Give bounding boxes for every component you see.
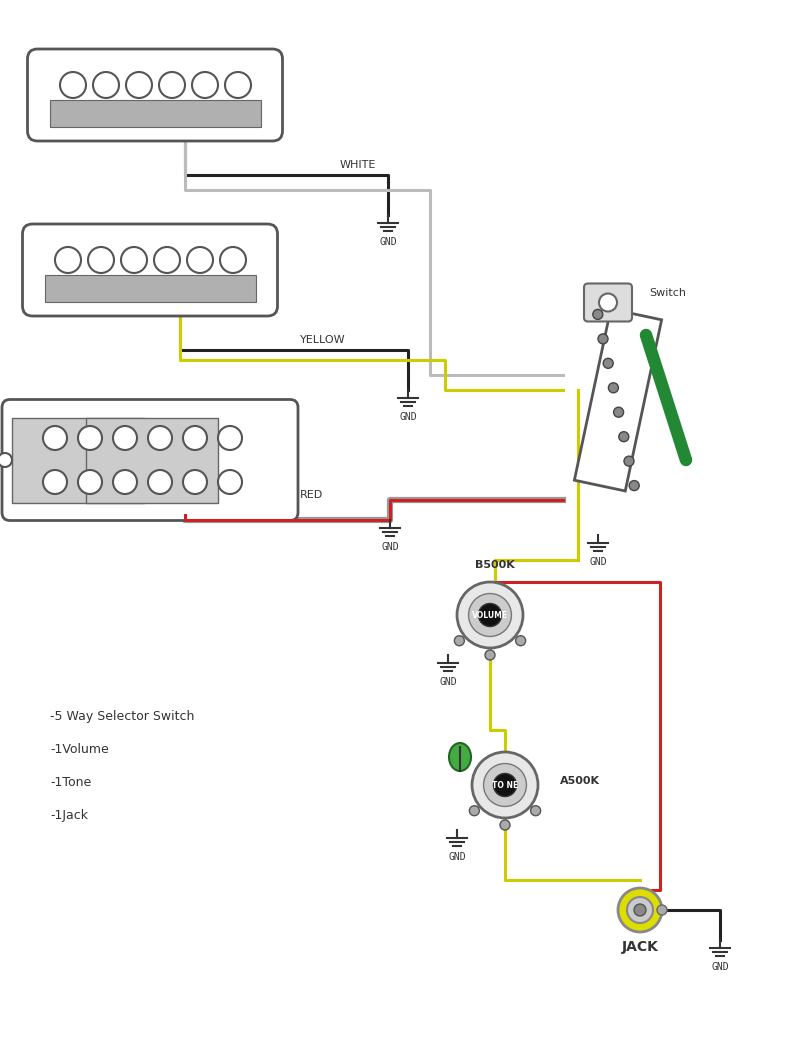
Circle shape	[634, 904, 646, 916]
Circle shape	[148, 470, 172, 494]
Circle shape	[598, 334, 608, 344]
Circle shape	[88, 247, 114, 273]
Bar	[12, 417, 144, 503]
Circle shape	[113, 470, 137, 494]
Circle shape	[629, 481, 639, 490]
Polygon shape	[574, 309, 662, 491]
Text: GND: GND	[381, 542, 399, 552]
Circle shape	[148, 426, 172, 450]
Circle shape	[469, 593, 511, 636]
Bar	[50, 100, 261, 127]
Circle shape	[609, 383, 618, 393]
Text: TO NE: TO NE	[492, 780, 518, 790]
Circle shape	[614, 407, 623, 417]
Circle shape	[55, 247, 81, 273]
Text: GND: GND	[379, 237, 397, 247]
Circle shape	[121, 247, 147, 273]
Circle shape	[494, 774, 517, 797]
Text: B500K: B500K	[475, 560, 515, 571]
Circle shape	[218, 470, 242, 494]
Circle shape	[78, 470, 102, 494]
Circle shape	[472, 752, 538, 818]
Circle shape	[187, 247, 213, 273]
Circle shape	[457, 582, 523, 648]
Text: RED: RED	[300, 490, 323, 500]
Circle shape	[500, 820, 510, 830]
Circle shape	[618, 888, 662, 932]
Text: GND: GND	[399, 412, 417, 422]
Circle shape	[599, 293, 617, 312]
FancyBboxPatch shape	[27, 49, 282, 141]
Text: JACK: JACK	[622, 940, 658, 954]
Circle shape	[603, 359, 614, 368]
Text: GND: GND	[448, 852, 466, 862]
Text: -5 Way Selector Switch: -5 Way Selector Switch	[50, 710, 194, 723]
Circle shape	[627, 897, 653, 923]
Circle shape	[218, 426, 242, 450]
Text: GND: GND	[711, 962, 729, 972]
Bar	[86, 417, 218, 503]
Circle shape	[478, 604, 502, 627]
Circle shape	[113, 426, 137, 450]
Circle shape	[192, 72, 218, 98]
Circle shape	[483, 763, 526, 806]
Text: -1Tone: -1Tone	[50, 776, 91, 789]
Circle shape	[0, 453, 12, 467]
Circle shape	[516, 636, 526, 646]
Text: YELLOW: YELLOW	[300, 335, 346, 345]
Circle shape	[60, 72, 86, 98]
Circle shape	[225, 72, 251, 98]
Text: VOLUME: VOLUME	[472, 610, 508, 620]
Circle shape	[454, 636, 464, 646]
FancyBboxPatch shape	[2, 399, 298, 520]
Text: GND: GND	[589, 557, 607, 567]
Text: GND: GND	[439, 677, 457, 687]
Circle shape	[593, 310, 603, 319]
Circle shape	[220, 247, 246, 273]
FancyBboxPatch shape	[584, 284, 632, 321]
Circle shape	[78, 426, 102, 450]
Circle shape	[485, 650, 495, 660]
Circle shape	[126, 72, 152, 98]
Circle shape	[93, 72, 119, 98]
Text: Switch: Switch	[650, 288, 686, 297]
Text: WHITE: WHITE	[340, 160, 376, 170]
Circle shape	[43, 426, 67, 450]
Circle shape	[159, 72, 185, 98]
Circle shape	[470, 805, 479, 816]
Circle shape	[530, 805, 541, 816]
Text: -1Jack: -1Jack	[50, 809, 88, 822]
Bar	[45, 274, 255, 302]
Circle shape	[43, 470, 67, 494]
Circle shape	[183, 470, 207, 494]
Text: -1Volume: -1Volume	[50, 743, 109, 756]
Circle shape	[154, 247, 180, 273]
Text: A500K: A500K	[560, 776, 600, 786]
FancyBboxPatch shape	[22, 224, 278, 316]
Ellipse shape	[449, 743, 471, 771]
Circle shape	[657, 905, 667, 915]
Circle shape	[624, 456, 634, 466]
Circle shape	[618, 432, 629, 441]
Circle shape	[183, 426, 207, 450]
